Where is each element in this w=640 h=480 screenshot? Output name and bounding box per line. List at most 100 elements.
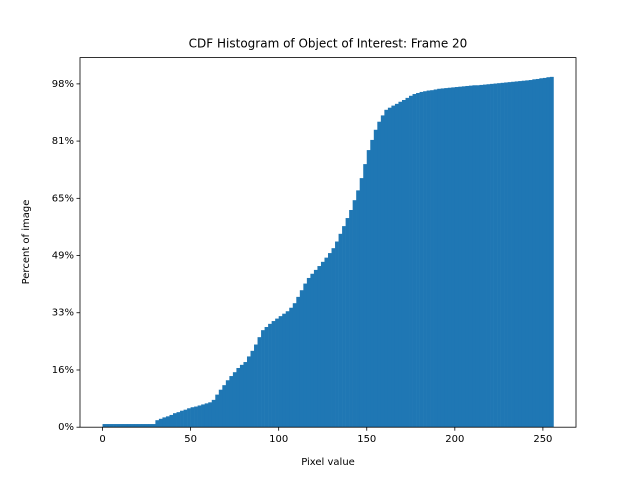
bar [549,76,554,428]
bar [486,84,491,428]
bar [320,261,325,428]
bar [465,85,470,428]
y-axis-label: Percent of image [21,200,32,285]
x-tick-label: 50 [184,434,197,445]
bar [366,150,371,428]
bar [472,85,477,428]
bar [514,81,519,428]
bar [387,107,392,428]
bar [490,83,494,428]
bar [250,350,255,428]
bar [268,323,272,428]
bar [144,424,149,428]
bar [197,405,202,428]
bar [483,84,487,428]
bar [370,139,375,428]
y-tick-label: 33% [52,308,74,319]
bar [359,178,364,428]
bar [102,424,107,428]
bar [391,105,396,428]
bar [299,290,304,428]
bar [423,91,427,428]
bar [208,402,213,428]
bar [313,269,318,428]
bar [475,85,480,428]
bar [261,330,265,428]
bar [180,410,184,428]
bar [380,115,385,428]
bar [426,90,431,428]
bar [155,420,160,428]
bar [271,321,276,428]
bar [542,77,547,428]
bar [218,389,223,428]
bar [521,80,526,428]
bar [532,79,537,428]
bar [511,81,516,428]
bar [401,99,406,428]
bar [528,80,533,428]
bar [497,83,501,428]
x-tick-label: 250 [533,434,552,445]
bar [201,404,206,428]
bar [394,103,399,428]
bar [306,277,311,428]
bar [120,424,124,428]
y-tick-label: 81% [52,136,74,147]
bar [352,200,357,428]
bar [451,87,456,428]
bar [324,257,329,428]
x-tick-label: 200 [445,434,464,445]
bar [134,424,139,428]
bar [190,407,195,428]
bar [211,399,216,428]
bar [243,362,248,428]
bar [264,327,269,428]
bar [289,307,294,428]
bar [398,101,403,428]
bar [493,83,498,428]
bar [106,424,110,428]
bar [222,385,227,428]
bar [539,78,544,428]
x-axis-label: Pixel value [301,457,355,468]
bar [229,376,234,428]
bar [409,95,413,428]
y-tick-label: 65% [52,193,74,204]
bar [430,90,434,428]
bar [317,266,322,428]
bar [363,164,368,428]
x-tick-label: 150 [357,434,376,445]
bar [275,318,279,428]
y-tick-label: 49% [52,251,74,262]
bar [123,424,128,428]
y-tick-label: 0% [58,422,74,433]
bar [285,311,290,428]
bar [169,414,174,428]
bar [225,380,230,428]
bar [282,313,287,428]
bar [310,273,315,428]
bar [165,416,170,428]
bar [239,364,244,428]
bar [384,109,389,428]
bar [162,417,167,428]
bar [278,316,283,428]
bar [328,253,332,428]
bar [113,424,117,428]
bar [479,84,484,428]
bar [468,85,473,428]
bar [444,88,449,428]
bar [303,283,308,428]
bar [187,408,191,428]
bar [232,372,237,428]
bar [194,406,198,428]
bar [158,418,163,428]
bar [130,424,135,428]
bar [419,91,424,428]
bar [127,424,132,428]
bar [338,233,343,428]
bar [342,226,346,428]
bar [137,424,142,428]
